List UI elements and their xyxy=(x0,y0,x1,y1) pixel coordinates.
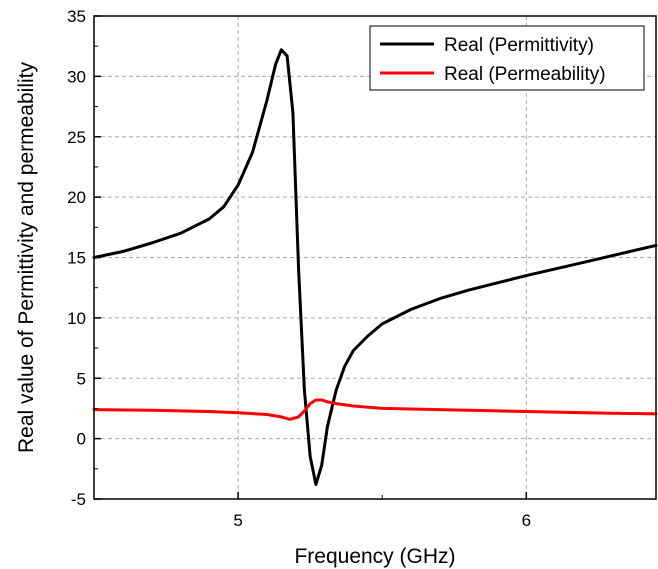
legend: Real (Permittivity) Real (Permeability) xyxy=(369,25,645,91)
legend-box xyxy=(369,25,645,91)
x-axis-title: Frequency (GHz) xyxy=(294,545,455,568)
legend-label: Real (Permittivity) xyxy=(444,35,594,56)
y-tick-label: 25 xyxy=(67,128,86,147)
y-tick-label: 15 xyxy=(67,249,86,268)
y-tick-label: 10 xyxy=(67,309,86,328)
y-tick-label: 5 xyxy=(77,369,86,388)
series-line-permeability xyxy=(92,398,658,421)
x-tick-label: 6 xyxy=(522,511,531,530)
axis-ticks: -5 0 5 10 15 20 25 30 35 5 6 xyxy=(67,7,531,530)
y-tick-label: 35 xyxy=(67,7,86,26)
y-tick-label: 0 xyxy=(77,430,86,449)
y-axis-title: Real value of Permittivity and permeabil… xyxy=(15,62,38,454)
series-line-permittivity xyxy=(92,48,658,486)
x-tick-label: 5 xyxy=(233,511,242,530)
y-tick-label: -5 xyxy=(71,490,86,509)
series-layer xyxy=(92,48,658,486)
legend-label: Real (Permeability) xyxy=(444,64,606,85)
y-tick-label: 20 xyxy=(67,188,86,207)
y-tick-label: 30 xyxy=(67,67,86,86)
